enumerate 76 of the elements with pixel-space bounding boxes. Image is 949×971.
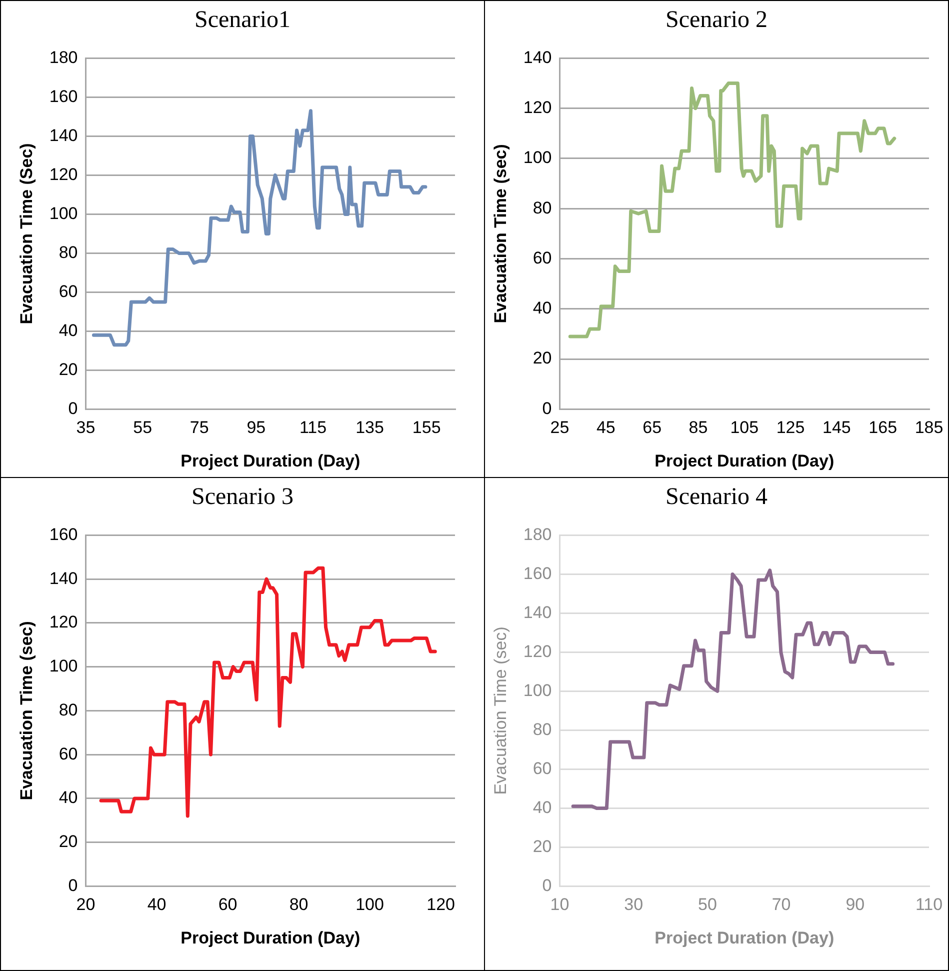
x-tick-label: 35 — [76, 418, 95, 438]
y-tick-label: 140 — [522, 602, 552, 622]
y-axis-title: Evacuation Time (sec) — [16, 621, 36, 800]
y-tick-label: 60 — [532, 758, 552, 778]
y-tick-label: 80 — [532, 198, 552, 218]
y-tick-label: 0 — [68, 398, 78, 418]
chart-title: Scenario1 — [194, 7, 290, 34]
x-axis-title: Project Duration (Day) — [654, 451, 834, 470]
x-tick-label: 80 — [288, 895, 308, 914]
y-tick-label: 20 — [58, 360, 78, 379]
x-tick-label: 100 — [355, 895, 384, 914]
y-tick-label: 40 — [58, 320, 78, 340]
x-tick-label: 10 — [550, 895, 569, 914]
y-tick-label: 140 — [522, 48, 552, 67]
y-tick-label: 120 — [48, 612, 78, 632]
x-tick-label: 115 — [298, 418, 326, 438]
y-tick-label: 40 — [58, 788, 78, 808]
y-tick-label: 20 — [58, 832, 78, 852]
x-tick-label: 65 — [642, 418, 662, 438]
y-axis-title: Evacuation Time (sec) — [490, 144, 510, 324]
x-tick-label: 125 — [776, 418, 804, 438]
y-tick-label: 20 — [532, 836, 552, 856]
x-tick-label: 165 — [868, 418, 897, 438]
x-tick-label: 155 — [412, 418, 440, 438]
y-tick-label: 0 — [542, 876, 552, 895]
y-tick-label: 40 — [532, 798, 552, 817]
x-axis-title: Project Duration (Day) — [180, 451, 360, 470]
y-tick-label: 180 — [522, 524, 552, 544]
y-tick-label: 140 — [48, 126, 78, 145]
x-axis-title: Project Duration (Day) — [654, 928, 834, 948]
x-tick-label: 185 — [914, 418, 943, 438]
y-tick-label: 120 — [522, 642, 552, 661]
x-tick-label: 30 — [624, 895, 643, 914]
y-tick-label: 60 — [532, 248, 552, 268]
x-tick-label: 90 — [845, 895, 864, 914]
x-tick-label: 120 — [426, 895, 454, 914]
y-tick-label: 40 — [532, 298, 552, 318]
x-tick-label: 40 — [146, 895, 166, 914]
y-tick-label: 140 — [48, 568, 78, 588]
chart-title: Scenario 4 — [666, 484, 768, 511]
y-tick-label: 160 — [522, 564, 552, 583]
y-tick-label: 100 — [522, 148, 552, 168]
y-tick-label: 160 — [48, 86, 78, 106]
y-tick-label: 60 — [58, 282, 78, 301]
x-tick-label: 85 — [688, 418, 708, 438]
x-tick-label: 95 — [246, 418, 266, 438]
x-tick-label: 110 — [914, 895, 942, 914]
y-tick-label: 180 — [48, 48, 78, 67]
chart-title: Scenario 2 — [666, 7, 768, 34]
y-axis-title: Evacuation Time (sec) — [490, 626, 510, 795]
chart-title: Scenario 3 — [192, 484, 294, 511]
y-tick-label: 80 — [58, 242, 78, 262]
y-tick-label: 120 — [522, 98, 552, 118]
y-tick-label: 100 — [522, 680, 552, 700]
y-tick-label: 0 — [542, 398, 552, 418]
x-tick-label: 45 — [596, 418, 615, 438]
x-tick-label: 25 — [550, 418, 569, 438]
x-tick-label: 55 — [132, 418, 152, 438]
x-axis-title: Project Duration (Day) — [180, 928, 360, 948]
x-tick-label: 50 — [697, 895, 716, 914]
x-tick-label: 135 — [355, 418, 384, 438]
y-tick-label: 80 — [532, 720, 552, 739]
y-tick-label: 120 — [48, 164, 78, 184]
x-tick-label: 70 — [771, 895, 790, 914]
y-tick-label: 60 — [58, 744, 78, 764]
x-tick-label: 105 — [730, 418, 758, 438]
y-tick-label: 0 — [68, 876, 78, 895]
x-tick-label: 145 — [822, 418, 850, 438]
y-tick-label: 20 — [532, 348, 552, 368]
x-tick-label: 75 — [189, 418, 208, 438]
y-axis-title: Evacuation Time (Sec) — [16, 143, 36, 324]
y-tick-label: 100 — [48, 656, 78, 676]
x-tick-label: 60 — [218, 895, 237, 914]
y-tick-label: 160 — [48, 524, 78, 544]
y-tick-label: 80 — [58, 700, 78, 720]
y-tick-label: 100 — [48, 204, 78, 223]
